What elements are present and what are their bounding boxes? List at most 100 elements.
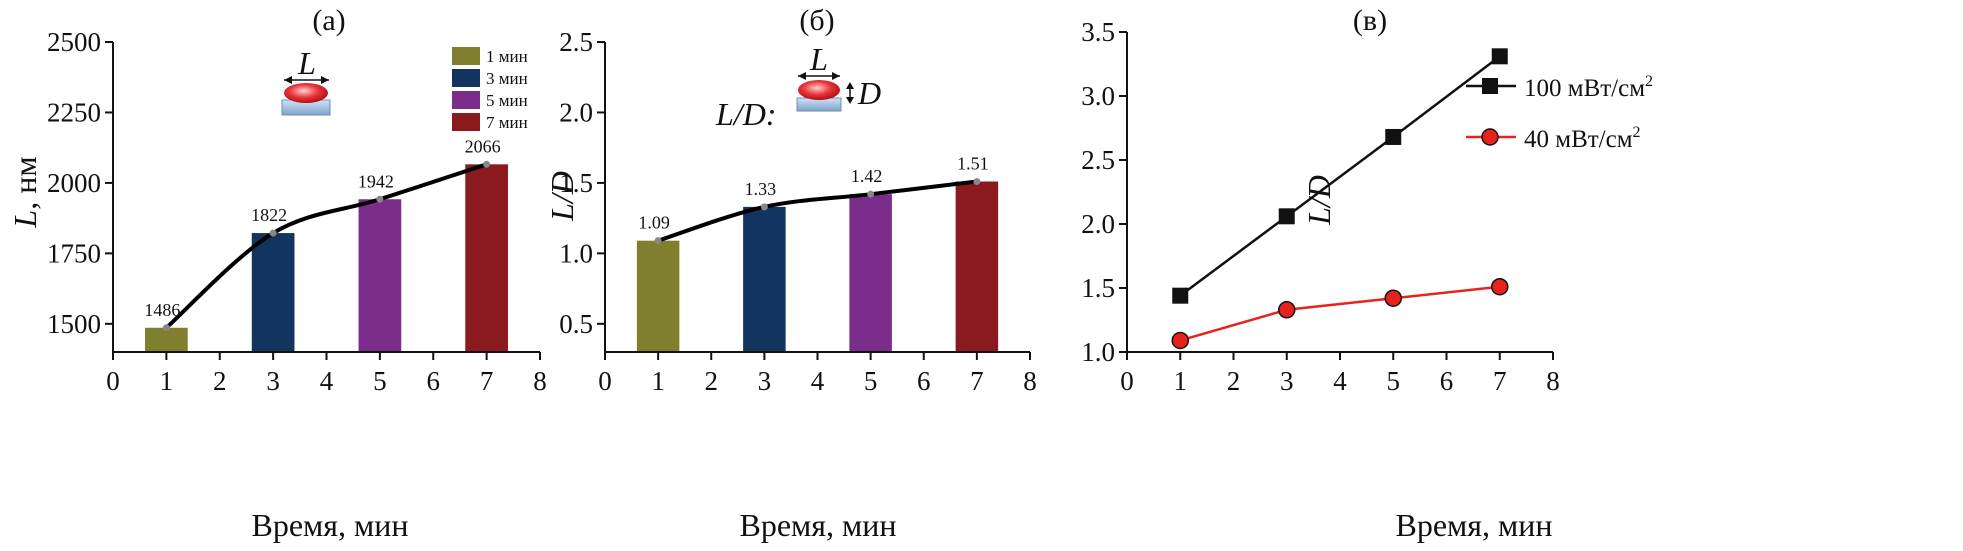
panel-b-errorbar-7 xyxy=(973,178,981,185)
panel-b-y-tick-label: 1.0 xyxy=(559,238,593,268)
panel-c-x-tick-label: 1 xyxy=(1174,366,1188,396)
panel-b-y-tick-label: 1.5 xyxy=(559,168,593,198)
panel-a-inset-arrowhead-left xyxy=(284,76,292,84)
panel-a-y-tick-label: 1500 xyxy=(47,309,101,339)
panel-a-x-tick-label: 8 xyxy=(533,366,547,396)
panel-c-y-tick-label: 2.5 xyxy=(1081,145,1115,175)
panel-b-inset-label-D: D xyxy=(857,75,881,111)
panel-b-errorbar-1 xyxy=(654,237,662,245)
panel-b-x-tick-label: 8 xyxy=(1023,366,1037,396)
panel-a-ylabel-symbol: L xyxy=(7,210,43,229)
panel-b-y-tick-label: 0.5 xyxy=(559,309,593,339)
series-100-point-5 xyxy=(1385,128,1402,145)
panel-b-x-tick-label: 7 xyxy=(970,366,984,396)
panel-a-x-tick-label: 2 xyxy=(213,366,227,396)
panel-a-errorbar-3 xyxy=(269,229,277,237)
panel-b-y-tick-label: 2.0 xyxy=(559,97,593,127)
panel-b-x-tick-label: 4 xyxy=(811,366,825,396)
legend-label-1: 1 мин xyxy=(486,47,528,66)
panel-c-x-tick-label: 7 xyxy=(1493,366,1507,396)
panel-b-data-label-1: 1.09 xyxy=(638,213,670,233)
panel-a-x-tick-label: 3 xyxy=(266,366,280,396)
panel-a-x-tick-label: 1 xyxy=(160,366,174,396)
legend-label-5: 5 мин xyxy=(486,91,528,110)
panel-a-errorbar-7 xyxy=(483,160,491,168)
panel-a-data-label-7: 2066 xyxy=(465,136,501,156)
panel-a-bar-1 xyxy=(145,327,188,352)
panel-b-x-tick-label: 5 xyxy=(864,366,878,396)
panel-a-fit-curve xyxy=(165,162,488,330)
series-line-40 xyxy=(1179,285,1500,342)
panel-a-inset-particle xyxy=(284,83,328,103)
panel-c-y-tick-label: 2.0 xyxy=(1081,209,1115,239)
panel-b-ylabel: L/D xyxy=(544,171,580,222)
series-40-point-7 xyxy=(1491,277,1509,296)
panel-c-x-tick-label: 8 xyxy=(1546,366,1560,396)
panel-b-bar-1 xyxy=(636,240,680,352)
legend-label-40: 40 мВт/см2 xyxy=(1524,124,1641,153)
panel-b-inset-arrowhead-right xyxy=(832,72,840,80)
panel-a-inset-schematic: L xyxy=(281,45,331,116)
series-100-point-3 xyxy=(1278,208,1295,225)
panel-c-x-tick-label: 3 xyxy=(1280,366,1294,396)
panel-a-data-label-5: 1942 xyxy=(358,171,394,191)
panel-a-ylabel-unit: , нм xyxy=(7,156,43,209)
panel-a-title: (а) xyxy=(312,4,345,37)
panel-a-legend: 1 мин 3 мин 5 мин 7 мин xyxy=(452,47,528,132)
panel-a-errorbar-1 xyxy=(162,324,170,332)
panel-b-bar-5 xyxy=(849,194,892,352)
legend-label-7: 7 мин xyxy=(486,113,528,132)
panel-c-x-tick-label: 2 xyxy=(1227,366,1241,396)
panel-b: (б) 1.09 1.33 1.42 1.51 0 1 2 3 4 5 6 7 8 0.5 1.0 1.5… xyxy=(544,4,1037,543)
series-40-point-3 xyxy=(1278,301,1296,319)
panel-a-bar-7 xyxy=(465,164,508,352)
legend-swatch-7 xyxy=(452,113,480,131)
panel-b-x-tick-label: 6 xyxy=(917,366,931,396)
panel-b-x-tick-label: 0 xyxy=(598,366,612,396)
panel-c-x-tick-label: 4 xyxy=(1333,366,1347,396)
series-40-point-1 xyxy=(1171,331,1189,350)
panel-b-inset-particle xyxy=(798,80,840,100)
panel-a-x-tick-label: 7 xyxy=(480,366,494,396)
panel-a-x-tick-label: 0 xyxy=(106,366,120,396)
panel-a-ylabel: L, нм xyxy=(7,156,43,228)
legend-label-3: 3 мин xyxy=(486,69,528,88)
panel-a-data-label-1: 1486 xyxy=(144,300,180,320)
panel-a-bar-3 xyxy=(251,233,295,352)
panel-b-y-tick-label: 2.5 xyxy=(559,27,593,57)
panel-b-bar-3 xyxy=(743,206,786,352)
panel-b-x-tick-label: 3 xyxy=(758,366,772,396)
panel-b-fit-curve xyxy=(657,179,978,243)
panel-a-xlabel: Время, мин xyxy=(251,507,408,543)
legend-label-100: 100 мВт/см2 xyxy=(1524,73,1653,102)
panel-a-y-tick-label: 1750 xyxy=(47,238,101,268)
series-line-100 xyxy=(1179,55,1501,297)
panel-c-title: (в) xyxy=(1353,4,1387,37)
legend-label-100-text: 100 мВт/см xyxy=(1524,75,1645,102)
panel-c-y-tick-label: 3.5 xyxy=(1081,17,1115,47)
legend-label-40-text: 40 мВт/см xyxy=(1524,126,1633,153)
panel-b-data-label-5: 1.42 xyxy=(851,166,883,186)
panel-b-inset-arrowhead-down xyxy=(846,97,854,104)
series-40-point-5 xyxy=(1384,289,1402,307)
panel-b-bar-7 xyxy=(955,181,999,352)
panel-a-inset-label: L xyxy=(297,45,316,81)
panel-a-inset-arrowhead-right xyxy=(321,76,329,84)
series-100-point-7 xyxy=(1491,48,1508,65)
panel-c-x-tick-label: 0 xyxy=(1120,366,1134,396)
panel-b-errorbar-5 xyxy=(867,190,875,198)
panel-b-title: (б) xyxy=(799,4,834,37)
panel-c: (в) 0 1 2 3 4 5 6 7 8 1.0 1.5 2.0 2.5 3.0 3.5 100 мВт… xyxy=(1081,4,1653,543)
panel-a-errorbar-5 xyxy=(376,195,384,203)
panel-a-x-tick-label: 6 xyxy=(427,366,441,396)
legend-marker-40 xyxy=(1481,128,1499,146)
legend-swatch-5 xyxy=(452,91,480,109)
panel-a-y-tick-label: 2500 xyxy=(47,27,101,57)
series-100-point-1 xyxy=(1172,287,1189,304)
panel-c-legend: 100 мВт/см2 40 мВт/см2 xyxy=(1466,73,1653,153)
panel-a-y-tick-label: 2250 xyxy=(47,97,101,127)
panel-c-xlabel: Время, мин xyxy=(1395,507,1552,543)
panel-c-x-tick-label: 6 xyxy=(1440,366,1454,396)
panel-a-x-tick-label: 4 xyxy=(320,366,334,396)
